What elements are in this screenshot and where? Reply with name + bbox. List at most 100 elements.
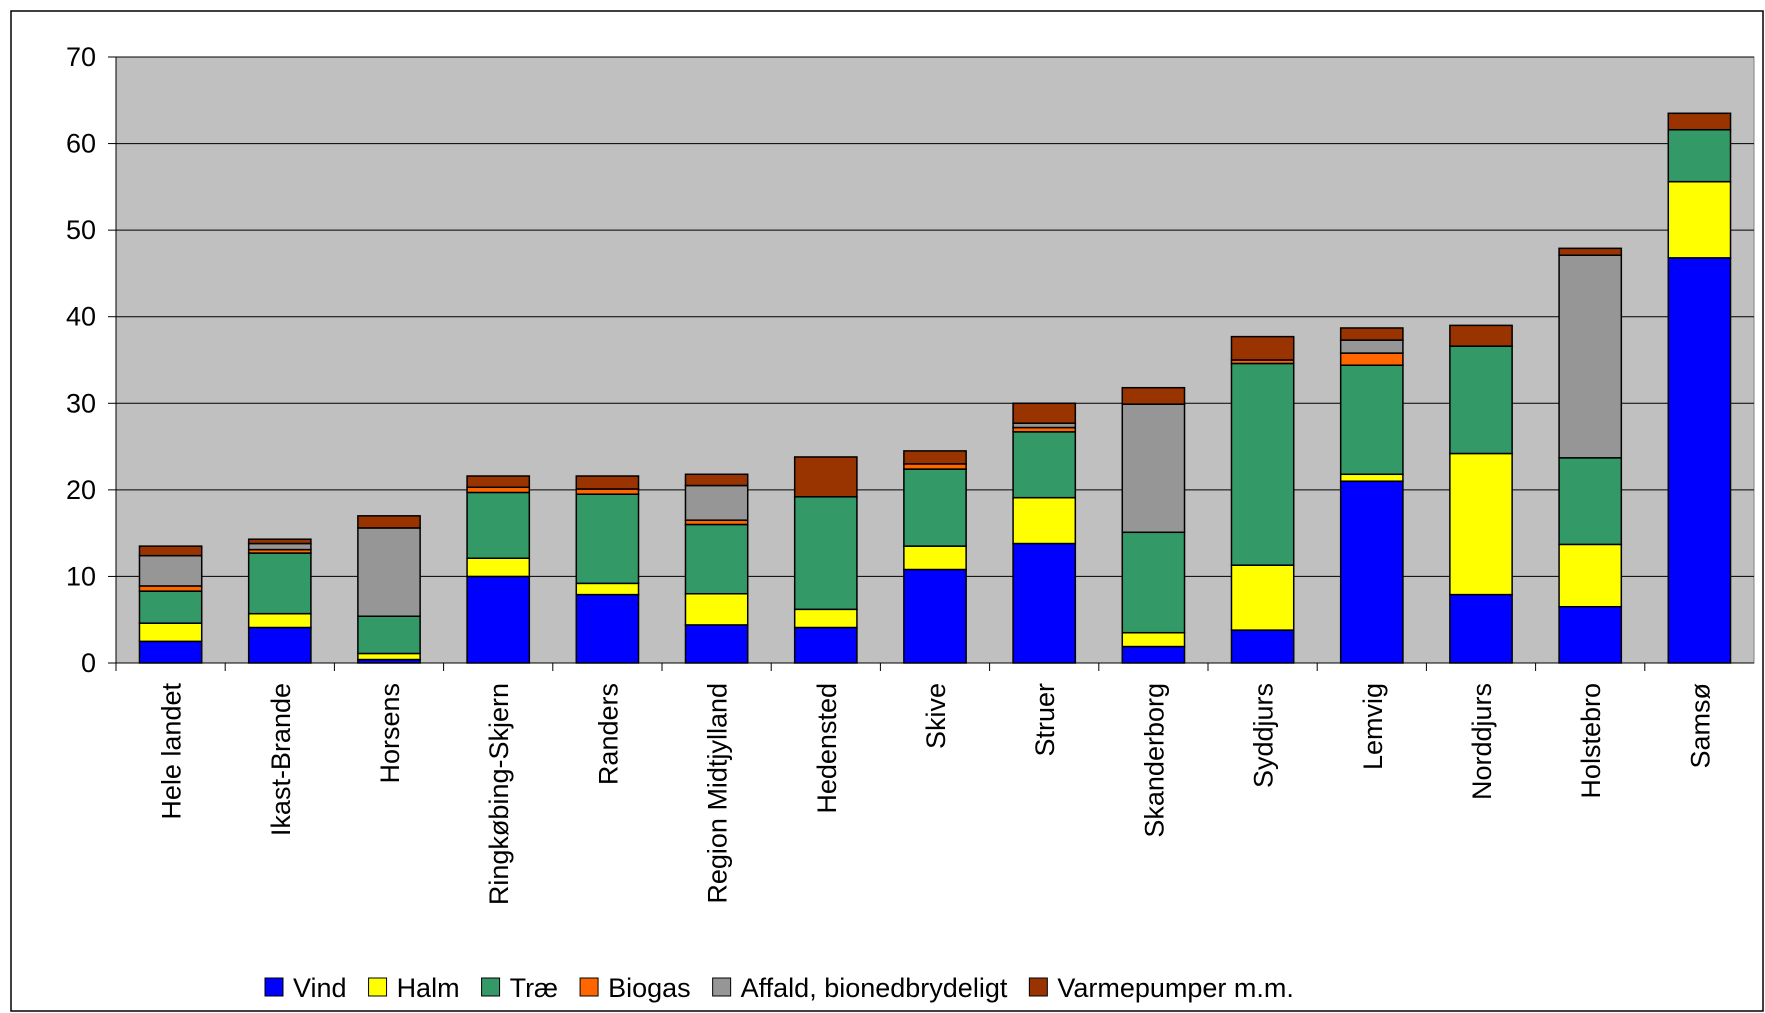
bar-segment [1558,457,1623,546]
y-tick-label: 50 [66,215,96,245]
bar-segment [684,523,749,595]
y-tick-label: 10 [66,561,96,591]
bar-segment [247,626,312,664]
legend-label: Halm [397,973,460,1003]
bar-segment [793,626,858,664]
x-tick-label: Syddjurs [1249,683,1279,788]
legend-swatch [712,977,732,997]
x-tick-label: Ikast-Brande [266,683,296,836]
bar-segment [1121,403,1186,534]
bar-segment [1230,629,1295,664]
legend-label: Vind [293,973,347,1003]
bar-segment [793,608,858,629]
bar-segment [357,527,421,618]
bar-segment [357,615,421,655]
x-tick-label: Lemvig [1358,683,1388,770]
bar-segment [466,575,531,664]
legend-label: Træ [510,973,559,1003]
bar-segment [1121,386,1186,405]
bar-segment [1339,480,1404,664]
bar-segment [1558,543,1623,608]
x-tick-label: Horsens [375,683,405,784]
y-tick-label: 60 [66,129,96,159]
bar-segment [1667,112,1732,131]
bar-segment [1230,362,1295,566]
bar-segment [1339,352,1404,366]
bar-segment [1449,593,1513,664]
bar-segment [247,552,312,615]
bar-segment [1667,128,1732,183]
bar-segment [1121,645,1186,664]
bar-segment [1012,431,1077,499]
bar-segment [575,582,640,596]
bar-segment [138,545,203,557]
bar-segment [903,568,967,664]
x-tick-label: Ringkøbing-Skjern [484,683,514,905]
y-tick-label: 70 [66,42,96,72]
legend-label: Biogas [608,973,691,1003]
bar-segment [684,484,749,521]
y-tick-label: 20 [66,475,96,505]
bar-segment [1449,324,1513,347]
bar-segment [1121,531,1186,634]
bar-segment [1339,339,1404,354]
bar-segment [575,593,640,664]
legend-swatch [579,977,599,997]
bar-segment [138,590,203,624]
legend-swatch [1028,977,1048,997]
bar-segment [247,612,312,629]
x-tick-label: Randers [593,683,623,785]
bar-segment [575,493,640,585]
x-tick-label: Norddjurs [1467,683,1497,800]
bar-segment [684,592,749,626]
x-tick-label: Skanderborg [1139,683,1169,838]
bar-segment [466,491,531,559]
y-tick-label: 0 [81,648,96,678]
bar-segment [138,585,203,592]
x-tick-label: Skive [921,683,951,749]
bar-segment [1558,247,1623,256]
x-tick-label: Samsø [1685,683,1715,769]
legend-swatch [368,977,388,997]
bar-segment [903,545,967,571]
bar-segment [1012,542,1077,664]
legend-swatch [264,977,284,997]
bar-segment [575,488,640,495]
bar-segment [1230,564,1295,631]
x-tick-label: Struer [1030,683,1060,757]
bar-segment [1121,631,1186,648]
bar-segment [903,450,967,465]
y-tick-label: 40 [66,302,96,332]
x-tick-label: Hedensted [812,683,842,814]
x-tick-label: Region Midtjylland [703,683,733,904]
bar-segment [903,468,967,547]
bar-segment [247,542,312,551]
bar-segment [1012,496,1077,545]
bar-segment [1230,335,1295,361]
bar-segment [138,640,203,664]
bar-segment [1449,345,1513,455]
bar-segment [247,538,312,545]
bar-segment [684,624,749,664]
bar-segment [466,486,531,494]
legend-label: Varmepumper m.m. [1057,973,1294,1003]
bar-segment [903,463,967,470]
bar-segment [575,475,640,490]
x-tick-label: Holstebro [1576,683,1606,799]
bar-segment [1558,254,1623,459]
bar-segment [466,557,531,578]
bar-segment [1667,180,1732,259]
bar-segment [793,456,858,498]
bar-segment [1667,257,1732,664]
legend-label: Affald, bionedbrydeligt [741,973,1008,1003]
bar-segment [1339,327,1404,341]
bar-segment [1449,452,1513,596]
legend-swatch [481,977,501,997]
bar-segment [357,652,421,661]
y-tick-label: 30 [66,388,96,418]
bar-segment [1339,364,1404,476]
bar-segment [138,622,203,643]
x-tick-label: Hele landet [157,683,187,820]
bar-segment [1558,605,1623,664]
